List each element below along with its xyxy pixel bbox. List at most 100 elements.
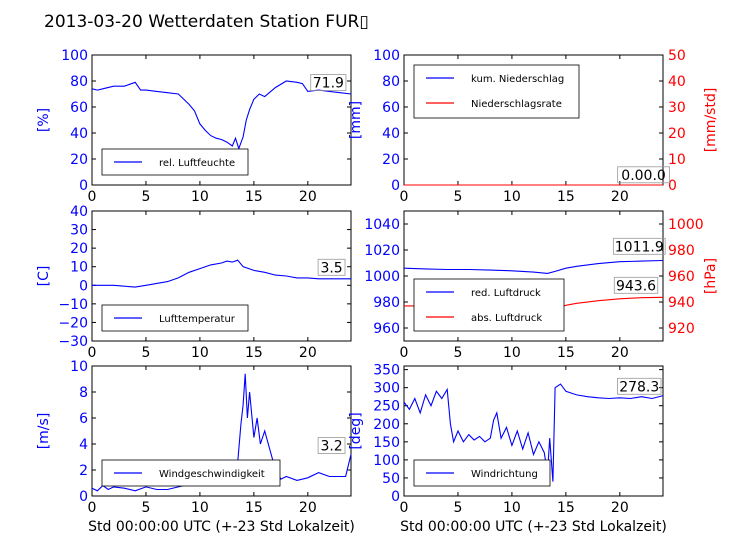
value-annotation: 1011.9 <box>615 239 664 255</box>
x-tick-label: 10 <box>503 345 521 361</box>
x-axis-label: Std 00:00:00 UTC (+-23 Std Lokalzeit) <box>400 519 667 535</box>
y-tick-label: 10 <box>70 260 88 276</box>
legend-box <box>413 64 580 119</box>
x-tick-label: 15 <box>557 189 575 205</box>
x-tick-label: 5 <box>141 189 150 205</box>
value-annotation: 3.5 <box>320 260 342 276</box>
y-tick-label: −30 <box>58 334 88 350</box>
x-tick-label: 10 <box>191 345 209 361</box>
y-tick-label: 250 <box>373 399 400 415</box>
x-tick-label: 20 <box>299 189 317 205</box>
y-tick-label: 100 <box>373 453 400 469</box>
value-annotation: 71.9 <box>313 76 344 92</box>
x-tick-label: 0 <box>88 345 97 361</box>
x-tick-label: 10 <box>191 500 209 516</box>
legend-label: Lufttemperatur <box>159 314 236 325</box>
y-tick-label: 0 <box>391 489 400 505</box>
y-tick-label: 0 <box>79 178 88 194</box>
y-tick-label: 50 <box>382 471 400 487</box>
x-tick-label: 15 <box>245 500 263 516</box>
value-annotation: 0.00.0 <box>621 168 666 184</box>
y-tick-label: 100 <box>373 48 400 64</box>
x-tick-label: 10 <box>191 189 209 205</box>
y-tick-label: 0 <box>391 178 400 194</box>
value-annotation: 3.2 <box>320 439 342 455</box>
x-tick-label: 20 <box>611 500 629 516</box>
x-tick-label: 20 <box>611 189 629 205</box>
x-tick-label: 15 <box>557 500 575 516</box>
y-tick-label: 80 <box>382 74 400 90</box>
chart-panel-precip: 0 5 10 15 20 0 20 40 60 80 100 0 10 20 30 40 50 [mm] [mm/s… <box>348 48 719 205</box>
y-tick-label: 30 <box>70 223 88 239</box>
y-tick-label: 60 <box>382 100 400 116</box>
y-tick-label: −10 <box>58 297 88 313</box>
x-tick-label: 15 <box>245 345 263 361</box>
y2-axis-label: [hPa] <box>703 258 719 294</box>
series-line-rel-luftfeuchte <box>91 80 352 151</box>
x-tick-label: 15 <box>557 345 575 361</box>
y-tick-label: 80 <box>70 74 88 90</box>
y2-tick-label: 20 <box>668 126 686 142</box>
x-tick-label: 20 <box>299 345 317 361</box>
figure-title: 2013-03-20 Wetterdaten Station FUR▯ <box>44 12 369 32</box>
x-tick-label: 5 <box>141 345 150 361</box>
x-tick-label: 15 <box>245 189 263 205</box>
y2-tick-label: 1000 <box>668 217 704 233</box>
value-annotation-box <box>310 74 347 91</box>
y-tick-label: −20 <box>58 315 88 331</box>
y-tick-label: 1040 <box>364 217 400 233</box>
y2-tick-label: 10 <box>668 152 686 168</box>
chart-panel-windspeed: 0 5 10 15 20 0 2 4 6 8 10 [m/s] Std 00:00:00 UTC (+-… <box>36 359 355 535</box>
value-annotation-box <box>317 258 346 276</box>
legend-label: Windgeschwindigkeit <box>159 469 265 480</box>
y-axis-label: [deg] <box>348 412 364 449</box>
chart-panel-temperature: 0 5 10 15 20 −30 −20 −10 0 10 20 30 40 [C] 3.5 Lufttemp… <box>36 204 352 361</box>
y2-tick-label: 0 <box>668 178 677 194</box>
y-tick-label: 980 <box>373 295 400 311</box>
y-tick-label: 10 <box>70 359 88 375</box>
y2-tick-label: 960 <box>668 269 695 285</box>
legend-label: Windrichtung <box>471 469 538 480</box>
y2-tick-label: 40 <box>668 74 686 90</box>
series-line-lufttemperatur <box>92 259 351 288</box>
y-tick-label: 20 <box>382 152 400 168</box>
y-tick-label: 20 <box>70 152 88 168</box>
y-tick-label: 0 <box>79 278 88 294</box>
y-tick-label: 300 <box>373 381 400 397</box>
x-tick-label: 5 <box>453 500 462 516</box>
y-tick-label: 60 <box>70 100 88 116</box>
y-tick-label: 2 <box>79 463 88 479</box>
y-axis-label: [m/s] <box>36 413 52 450</box>
x-tick-label: 20 <box>299 500 317 516</box>
chart-panel-humidity: 0 5 10 15 20 0 20 40 60 80 100 [%] 71.9 rel. Luftfeuc… <box>36 48 352 205</box>
y2-tick-label: 920 <box>668 321 695 337</box>
y-tick-label: 4 <box>79 437 88 453</box>
y2-tick-label: 50 <box>668 48 686 64</box>
legend-label: rel. Luftfeuchte <box>159 158 235 169</box>
value-annotation-box <box>317 437 346 454</box>
y-tick-label: 40 <box>70 204 88 220</box>
x-tick-label: 5 <box>141 500 150 516</box>
x-tick-label: 5 <box>453 189 462 205</box>
y2-tick-label: 980 <box>668 243 695 259</box>
y-axis-label: [%] <box>36 108 52 132</box>
value-annotation: 943.6 <box>616 278 656 294</box>
x-tick-label: 0 <box>400 345 409 361</box>
y-tick-label: 960 <box>373 321 400 337</box>
value-annotation-box <box>612 237 666 255</box>
y-tick-label: 100 <box>61 48 88 64</box>
y-tick-label: 20 <box>70 241 88 257</box>
legend-label: Niederschlagsrate <box>471 99 562 110</box>
x-tick-label: 10 <box>503 189 521 205</box>
y-axis-label: [mm] <box>348 101 364 139</box>
x-tick-label: 5 <box>453 345 462 361</box>
x-tick-label: 20 <box>611 345 629 361</box>
y-tick-label: 40 <box>70 126 88 142</box>
series-line-red-luftdruck <box>403 259 664 274</box>
y2-tick-label: 940 <box>668 295 695 311</box>
value-annotation-box <box>617 377 662 395</box>
legend-box <box>413 278 565 332</box>
x-tick-label: 0 <box>88 189 97 205</box>
